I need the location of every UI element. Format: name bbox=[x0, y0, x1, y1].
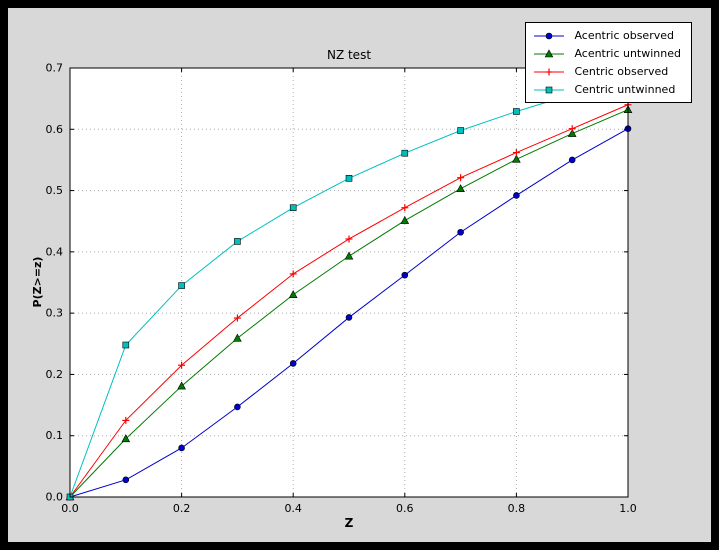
y-tick-label: 0.5 bbox=[46, 184, 64, 197]
marker-square bbox=[546, 86, 553, 93]
marker-square bbox=[457, 127, 464, 134]
marker-triangle bbox=[288, 290, 298, 299]
marker-circle bbox=[234, 403, 241, 411]
marker-circle bbox=[513, 192, 520, 199]
legend-sample-line bbox=[534, 32, 565, 39]
legend: Acentric observed Acentric untwinned Cen… bbox=[525, 22, 692, 103]
marker-triangle bbox=[512, 154, 521, 163]
marker-triangle bbox=[545, 48, 554, 57]
x-axis-label: Z bbox=[344, 516, 354, 530]
y-tick-label: 0.2 bbox=[46, 368, 64, 381]
marker-circle bbox=[457, 228, 464, 236]
y-tick-label: 0.6 bbox=[46, 123, 64, 136]
y-tick-label: 0.0 bbox=[46, 491, 64, 504]
marker-triangle bbox=[121, 434, 131, 443]
marker-square bbox=[401, 149, 409, 157]
marker-square bbox=[345, 175, 353, 182]
y-tick-label: 0.1 bbox=[46, 429, 64, 442]
y-axis-label: P(Z>=z) bbox=[31, 256, 44, 308]
x-tick-label: 1.0 bbox=[619, 502, 637, 515]
marker-square bbox=[234, 238, 241, 245]
marker-triangle bbox=[344, 251, 354, 260]
marker-triangle bbox=[177, 381, 186, 390]
x-tick-label: 0.4 bbox=[284, 502, 302, 515]
x-tick-label: 0.6 bbox=[396, 502, 414, 515]
marker-square bbox=[178, 282, 185, 289]
legend-label: Acentric untwinned bbox=[574, 47, 681, 60]
marker-triangle bbox=[456, 184, 465, 193]
marker-triangle bbox=[233, 333, 242, 342]
marker-triangle bbox=[567, 128, 577, 137]
legend-item: Acentric observed bbox=[532, 27, 681, 44]
chart-title: NZ test bbox=[326, 48, 372, 62]
y-tick-label: 0.7 bbox=[46, 62, 64, 75]
legend-item: Acentric untwinned bbox=[532, 45, 681, 62]
legend-label: Acentric observed bbox=[574, 29, 674, 42]
marker-square bbox=[513, 108, 520, 115]
legend-item: Centric untwinned bbox=[532, 81, 681, 98]
legend-label: Centric untwinned bbox=[574, 83, 676, 96]
x-tick-label: 0.8 bbox=[508, 502, 526, 515]
marker-circle bbox=[345, 314, 353, 321]
marker-circle bbox=[122, 476, 130, 484]
marker-circle bbox=[568, 156, 576, 164]
figure-area: 0.0 0.2 0.4 0.6 0.8 1.0 0.0 0.1 0.2 0.3 0.4 0.5 0.6 0… bbox=[8, 8, 711, 542]
marker-square bbox=[289, 204, 297, 212]
x-tick-label: 0.0 bbox=[61, 502, 79, 515]
marker-circle bbox=[401, 271, 409, 279]
marker-circle bbox=[289, 360, 297, 367]
marker-circle bbox=[178, 444, 185, 452]
x-tick-label: 0.2 bbox=[173, 502, 191, 515]
marker-square bbox=[122, 341, 130, 349]
legend-sample-line bbox=[534, 86, 565, 93]
y-tick-label: 0.4 bbox=[46, 245, 64, 258]
axes-border bbox=[69, 67, 629, 498]
legend-sample-line bbox=[534, 48, 565, 57]
legend-sample-line bbox=[534, 68, 565, 75]
legend-item: Centric observed bbox=[532, 63, 681, 80]
legend-label: Centric observed bbox=[574, 65, 669, 78]
plot-area: 0.0 0.2 0.4 0.6 0.8 1.0 0.0 0.1 0.2 0.3 0.4 0.5 0.6 0… bbox=[46, 62, 637, 516]
marker-circle bbox=[546, 32, 553, 39]
marker-triangle bbox=[400, 215, 410, 224]
y-tick-label: 0.3 bbox=[46, 307, 64, 320]
plot-background bbox=[70, 68, 628, 497]
